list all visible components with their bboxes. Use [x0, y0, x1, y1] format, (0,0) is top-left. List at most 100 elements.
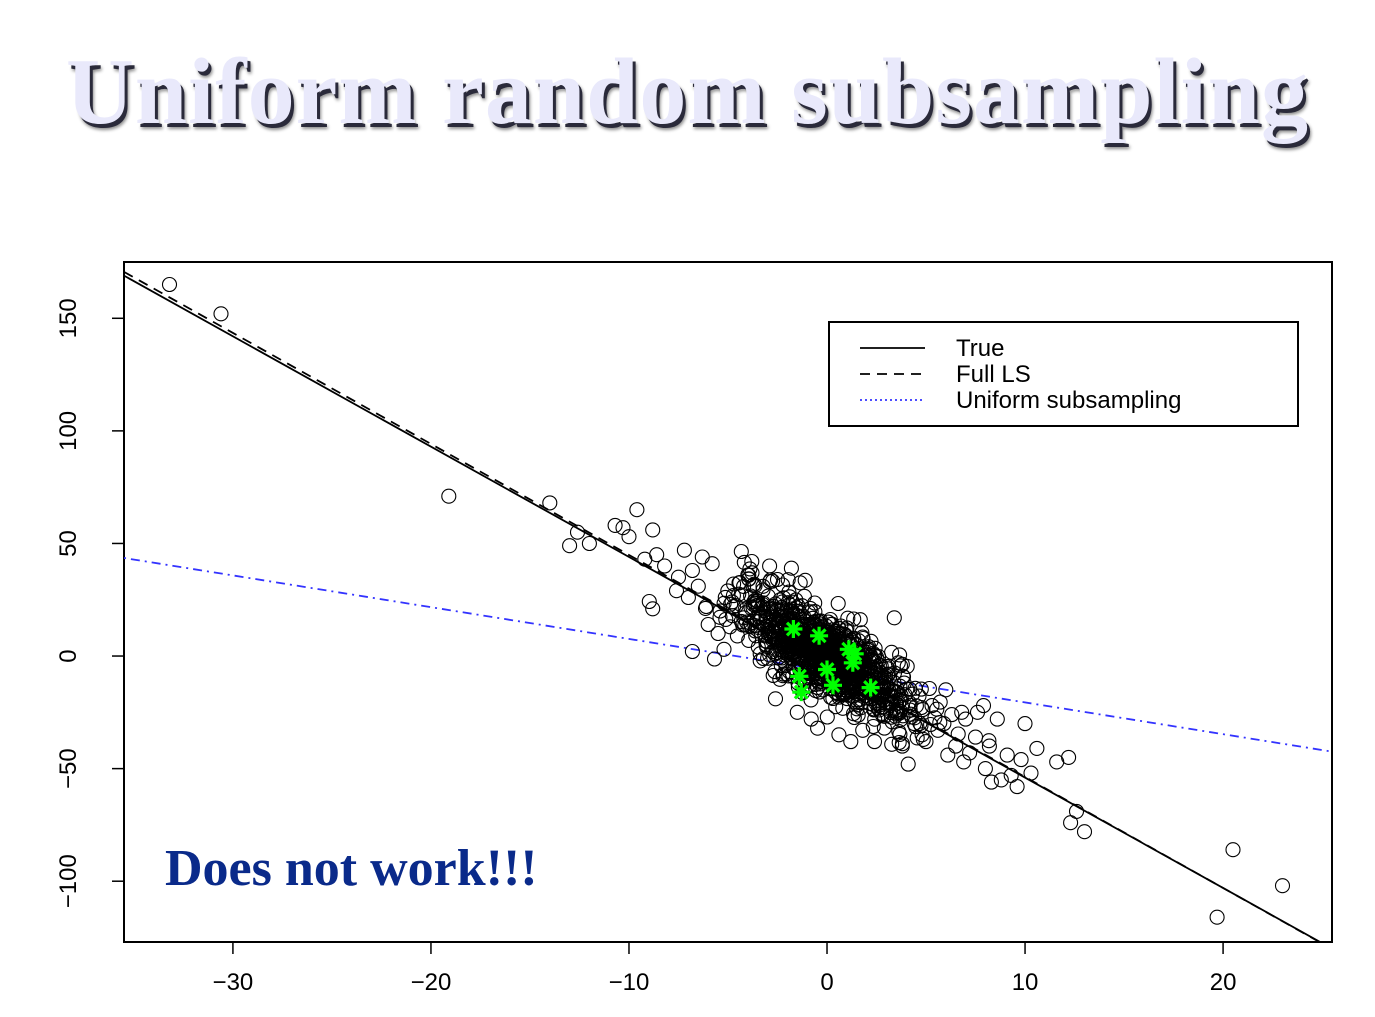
- data-point: [725, 588, 741, 604]
- subsample-point: [818, 660, 836, 679]
- data-point: [1076, 824, 1093, 840]
- data-point: [684, 562, 700, 579]
- data-point: [1013, 752, 1029, 768]
- data-point: [752, 646, 768, 662]
- data-point: [932, 694, 948, 710]
- data-point: [803, 692, 819, 708]
- data-point: [762, 574, 778, 590]
- data-point: [641, 593, 657, 610]
- data-point: [950, 726, 966, 742]
- legend-label: Full LS: [956, 361, 1031, 388]
- data-point: [865, 718, 881, 735]
- data-point: [866, 734, 883, 750]
- legend-label: Uniform subsampling: [956, 387, 1181, 414]
- data-point: [621, 529, 637, 545]
- data-point: [775, 668, 791, 684]
- data-point: [569, 524, 586, 540]
- data-point: [760, 588, 776, 604]
- data-point: [657, 558, 673, 574]
- data-point: [767, 691, 784, 707]
- y-tick-label: −50: [55, 748, 82, 789]
- data-point: [755, 616, 771, 632]
- subsample-point: [843, 653, 862, 672]
- data-point: [802, 600, 818, 616]
- data-point: [894, 656, 910, 672]
- data-point: [733, 543, 749, 560]
- data-point: [645, 522, 661, 538]
- data-point: [753, 607, 769, 623]
- data-point: [830, 595, 846, 612]
- data-point: [977, 761, 993, 777]
- data-point: [852, 612, 868, 628]
- data-point: [637, 551, 653, 567]
- data-point: [792, 575, 808, 591]
- y-axis: −100 −50 0 50 100 150: [55, 298, 124, 908]
- data-point: [956, 754, 972, 770]
- data-point: [736, 554, 752, 570]
- data-point: [900, 756, 916, 772]
- subsample-point: [845, 644, 864, 663]
- y-tick-label: 50: [55, 530, 82, 557]
- data-point: [883, 704, 899, 720]
- data-point: [923, 716, 939, 733]
- data-point: [866, 653, 882, 669]
- data-point: [850, 707, 866, 723]
- data-point: [889, 705, 906, 721]
- data-point: [694, 549, 710, 565]
- data-point: [989, 711, 1005, 727]
- data-point: [892, 647, 908, 663]
- x-tick-label: 10: [1012, 969, 1039, 996]
- data-point: [581, 535, 597, 552]
- legend-label: True: [956, 335, 1004, 362]
- x-tick-label: −10: [609, 969, 650, 996]
- data-point: [746, 594, 762, 610]
- data-point: [542, 495, 558, 511]
- annotation-text: Does not work!!!: [165, 840, 538, 897]
- data-point: [892, 678, 908, 694]
- data-point: [918, 734, 934, 750]
- data-point: [783, 560, 799, 576]
- data-point: [880, 681, 897, 697]
- data-point: [762, 647, 778, 663]
- data-point: [867, 711, 883, 727]
- plot-frame: [123, 261, 1333, 943]
- data-point: [1029, 740, 1045, 756]
- data-point: [932, 715, 948, 731]
- data-point: [680, 589, 696, 606]
- data-point: [710, 625, 726, 642]
- data-point: [844, 688, 860, 704]
- data-point: [893, 688, 909, 704]
- data-point: [746, 576, 762, 592]
- data-point: [908, 719, 924, 735]
- data-point: [831, 727, 847, 743]
- data-point: [850, 672, 866, 688]
- legend-box: [828, 321, 1299, 427]
- data-point: [607, 517, 623, 533]
- data-point: [704, 556, 720, 572]
- data-point: [684, 643, 700, 660]
- data-point: [820, 614, 836, 630]
- data-point: [726, 599, 742, 615]
- data-point: [1009, 779, 1025, 795]
- subsample-point: [790, 667, 809, 686]
- data-point: [938, 682, 954, 698]
- data-point: [819, 709, 835, 725]
- data-point: [993, 772, 1009, 788]
- x-tick-label: 0: [820, 969, 833, 996]
- data-point: [763, 572, 779, 588]
- line-uniform-subsampling: [124, 557, 1332, 753]
- data-point: [944, 707, 960, 723]
- subsample-point: [810, 626, 829, 645]
- data-point: [975, 698, 992, 714]
- data-point: [894, 736, 910, 752]
- data-point: [843, 734, 859, 750]
- data-point: [745, 577, 761, 593]
- data-point: [743, 618, 759, 634]
- data-point: [1209, 909, 1225, 925]
- data-point: [866, 702, 882, 718]
- data-point: [913, 681, 929, 697]
- data-point: [718, 611, 734, 627]
- data-point: [780, 572, 796, 588]
- data-point: [845, 682, 861, 698]
